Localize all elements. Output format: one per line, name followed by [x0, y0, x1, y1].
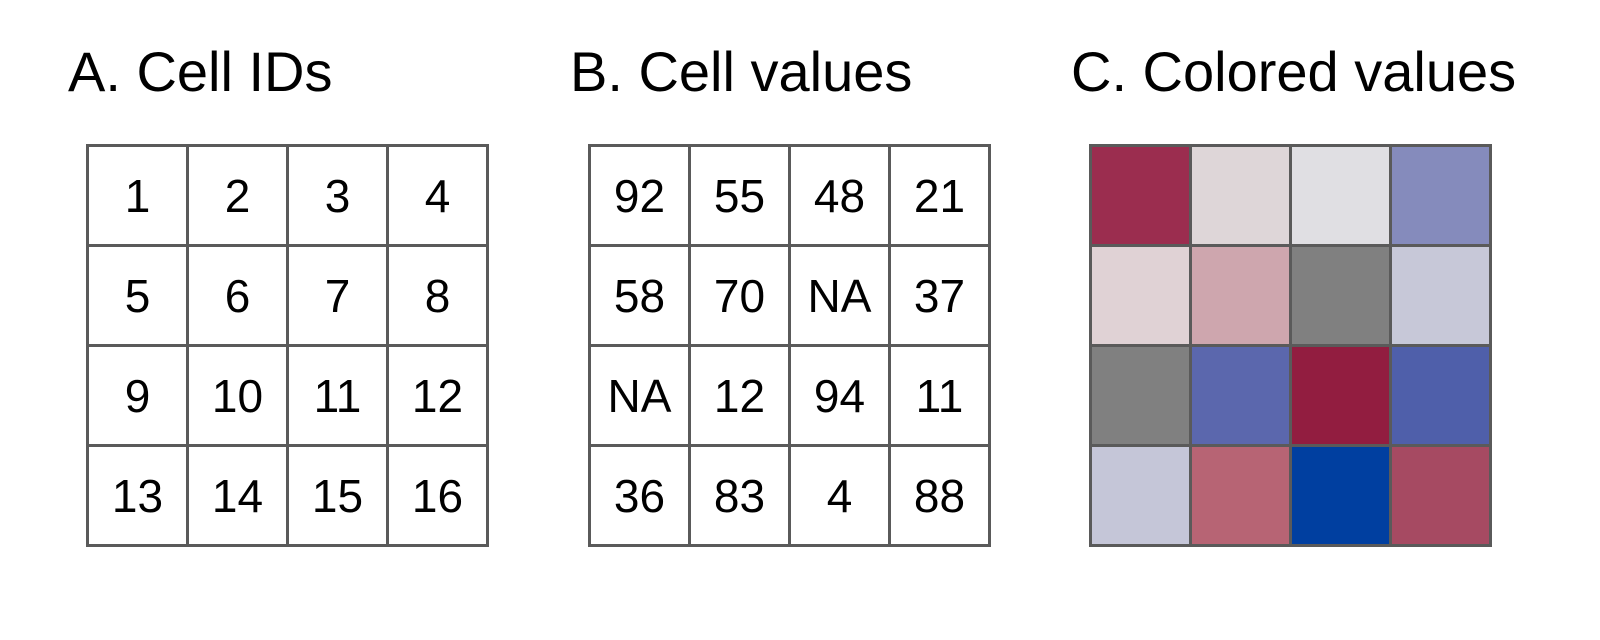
cell-value: 48 — [791, 147, 891, 247]
cell-id: 14 — [189, 447, 289, 547]
colored-cell — [1192, 447, 1292, 547]
cell-id: 10 — [189, 347, 289, 447]
colored-cell — [1292, 147, 1392, 247]
cell-value: 36 — [591, 447, 691, 547]
cell-id: 12 — [389, 347, 489, 447]
cell-id: 2 — [189, 147, 289, 247]
cell-value: 4 — [791, 447, 891, 547]
colored-cell — [1392, 147, 1492, 247]
cell-id: 6 — [189, 247, 289, 347]
colored-cell — [1292, 247, 1392, 347]
panel-title-colored-values: C. Colored values — [1071, 40, 1517, 103]
cell-value: 70 — [691, 247, 791, 347]
cell-value: 37 — [891, 247, 991, 347]
cell-value-grid: 92 55 48 21 58 70 NA 37 NA 12 94 11 36 83 4 88 — [588, 144, 991, 547]
panel-title-cell-values: B. Cell values — [570, 40, 913, 103]
colored-cell — [1192, 347, 1292, 447]
cell-value: 58 — [591, 247, 691, 347]
cell-value: 21 — [891, 147, 991, 247]
colored-cell — [1092, 247, 1192, 347]
colored-cell — [1092, 447, 1192, 547]
cell-id: 15 — [289, 447, 389, 547]
cell-id: 5 — [89, 247, 189, 347]
colored-value-grid — [1089, 144, 1492, 547]
cell-id: 13 — [89, 447, 189, 547]
cell-id: 1 — [89, 147, 189, 247]
cell-value: NA — [791, 247, 891, 347]
cell-id-grid: 1 2 3 4 5 6 7 8 9 10 11 12 13 14 15 16 — [86, 144, 489, 547]
cell-id: 7 — [289, 247, 389, 347]
cell-id: 16 — [389, 447, 489, 547]
cell-id: 3 — [289, 147, 389, 247]
colored-cell — [1392, 247, 1492, 347]
colored-cell — [1092, 347, 1192, 447]
cell-value: 92 — [591, 147, 691, 247]
cell-value: 94 — [791, 347, 891, 447]
colored-cell — [1392, 447, 1492, 547]
cell-value: 83 — [691, 447, 791, 547]
cell-id: 11 — [289, 347, 389, 447]
cell-value: NA — [591, 347, 691, 447]
cell-value: 55 — [691, 147, 791, 247]
cell-id: 9 — [89, 347, 189, 447]
colored-cell — [1192, 247, 1292, 347]
cell-value: 88 — [891, 447, 991, 547]
cell-id: 8 — [389, 247, 489, 347]
cell-value: 11 — [891, 347, 991, 447]
colored-cell — [1292, 347, 1392, 447]
colored-cell — [1092, 147, 1192, 247]
colored-cell — [1292, 447, 1392, 547]
colored-cell — [1392, 347, 1492, 447]
cell-id: 4 — [389, 147, 489, 247]
colored-cell — [1192, 147, 1292, 247]
cell-value: 12 — [691, 347, 791, 447]
panel-title-cell-ids: A. Cell IDs — [68, 40, 333, 103]
